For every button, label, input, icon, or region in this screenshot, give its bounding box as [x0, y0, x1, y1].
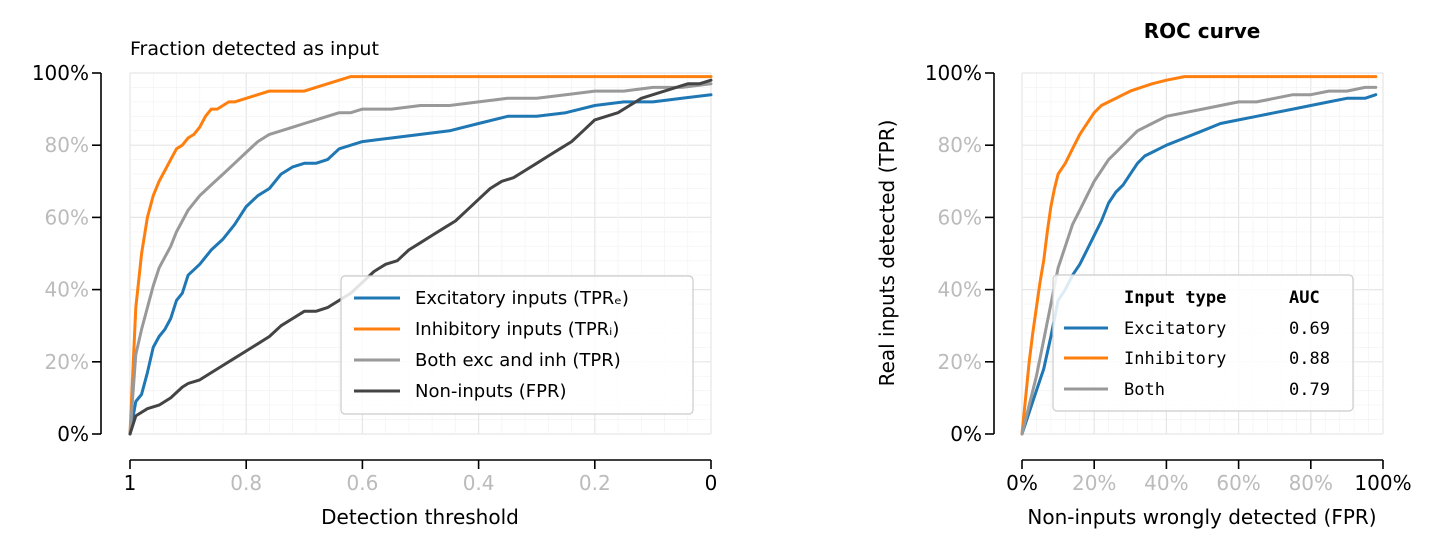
x-tick-label: 80%: [1289, 471, 1333, 495]
x-tick-label: 0.6: [346, 471, 378, 495]
chart-left-axes: 1 0.8 0.6 0.4 0.2 0 0% 20% 40% 60% 80% 100%: [32, 61, 718, 495]
chart-right-title: ROC curve: [1144, 19, 1261, 43]
x-tick-label: 0.2: [579, 471, 611, 495]
x-tick-label: 0.4: [463, 471, 495, 495]
y-tick-label: 0%: [950, 422, 982, 446]
legend-label-both: Both exc and inh (TPR): [415, 350, 621, 371]
chart-right: ROC curve 0% 20% 40% 60% 80% 100% 0% 20% 40% 60% 8…: [875, 19, 1412, 529]
series-line-noninputs: [128, 78, 713, 436]
legend-label-both: Both: [1124, 380, 1165, 400]
y-tick-label: 20%: [45, 350, 89, 374]
series-line-both: [1020, 85, 1378, 436]
legend-label-inhibitory: Inhibitory inputs (TPRᵢ): [415, 319, 619, 340]
y-tick-label: 80%: [45, 133, 89, 157]
chart-right-ylabel: Real inputs detected (TPR): [875, 120, 899, 387]
y-tick-label: 60%: [45, 205, 89, 229]
chart-left-legend: Excitatory inputs (TPRₑ) Inhibitory inpu…: [340, 275, 694, 415]
y-tick-label: 40%: [938, 278, 982, 302]
legend-header-input-type: Input type: [1124, 288, 1226, 308]
chart-right-axes: 0% 20% 40% 60% 80% 100% 0% 20% 40% 60% 80% 100%: [925, 61, 1412, 495]
chart-left-legend-box: [340, 275, 694, 415]
legend-auc-excitatory: 0.69: [1289, 319, 1330, 339]
chart-left-series: [128, 75, 713, 436]
legend-auc-inhibitory: 0.88: [1289, 349, 1330, 369]
series-line-inhibitory: [128, 75, 713, 436]
legend-label-noninputs: Non-inputs (FPR): [415, 381, 567, 402]
chart-right-legend: Input type AUC Excitatory 0.69 Inhibitor…: [1052, 274, 1354, 412]
x-tick-label: 20%: [1072, 471, 1116, 495]
legend-label-excitatory: Excitatory: [1124, 319, 1226, 339]
y-tick-label: 80%: [938, 133, 982, 157]
x-tick-label: 0.8: [230, 471, 262, 495]
y-tick-label: 40%: [45, 278, 89, 302]
chart-left-title: Fraction detected as input: [130, 38, 379, 60]
chart-right-xlabel: Non-inputs wrongly detected (FPR): [1027, 505, 1376, 529]
legend-label-excitatory: Excitatory inputs (TPRₑ): [415, 288, 629, 309]
chart-left-xlabel: Detection threshold: [321, 505, 519, 529]
y-tick-label: 100%: [925, 61, 982, 85]
y-tick-label: 100%: [32, 61, 89, 85]
legend-auc-both: 0.79: [1289, 380, 1330, 400]
x-tick-label: 0%: [1006, 471, 1038, 495]
x-tick-label: 40%: [1144, 471, 1188, 495]
series-line-both: [128, 82, 713, 436]
series-line-excitatory: [128, 93, 713, 436]
x-tick-label: 100%: [1354, 471, 1411, 495]
series-line-inhibitory: [1020, 75, 1378, 436]
x-tick-label: 60%: [1216, 471, 1260, 495]
legend-header-auc: AUC: [1289, 288, 1320, 308]
y-tick-label: 0%: [57, 422, 89, 446]
legend-label-inhibitory: Inhibitory: [1124, 349, 1226, 369]
y-tick-label: 60%: [938, 205, 982, 229]
chart-right-legend-box: [1052, 274, 1354, 412]
y-tick-label: 20%: [938, 350, 982, 374]
chart-left: Fraction detected as input 1 0.8 0.6 0.4 0.2…: [32, 38, 718, 529]
x-tick-label: 1: [124, 471, 137, 495]
x-tick-label: 0: [705, 471, 718, 495]
